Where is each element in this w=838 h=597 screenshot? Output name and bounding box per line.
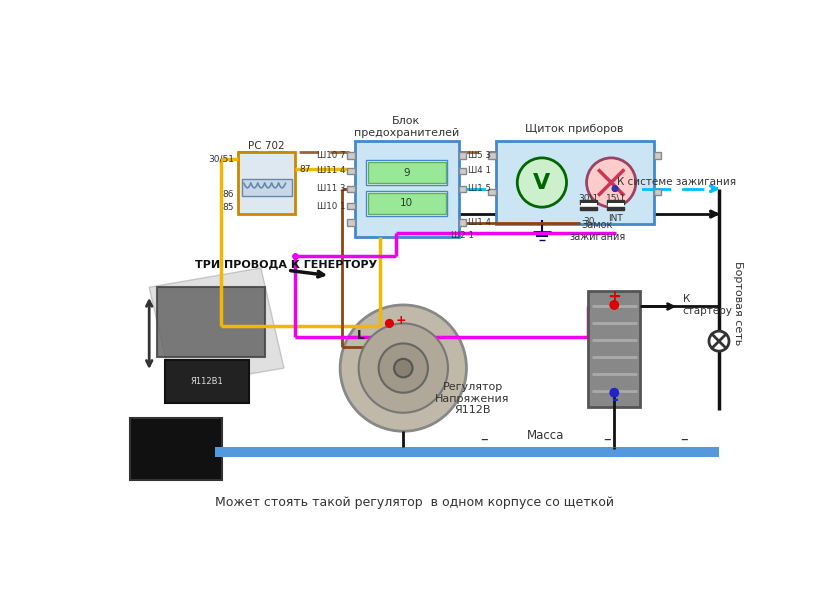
Text: L: L: [357, 330, 365, 342]
Bar: [366, 191, 447, 216]
Circle shape: [379, 343, 428, 393]
Bar: [581, 200, 597, 204]
Bar: [582, 202, 597, 208]
Bar: [608, 202, 623, 208]
Text: –: –: [680, 432, 688, 447]
Bar: [496, 141, 654, 224]
Text: Ш10 7: Ш10 7: [317, 151, 345, 160]
Text: РС 702: РС 702: [248, 141, 285, 151]
Polygon shape: [149, 268, 284, 387]
Bar: [458, 220, 467, 226]
Text: ТРИ ПРОВОДА К ГЕНЕРТОРУ: ТРИ ПРОВОДА К ГЕНЕРТОРУ: [195, 259, 378, 269]
Circle shape: [292, 254, 298, 259]
Circle shape: [385, 319, 393, 327]
Text: Щиток приборов: Щиток приборов: [525, 124, 623, 134]
Bar: [347, 220, 354, 226]
Circle shape: [610, 389, 618, 397]
Bar: [654, 152, 661, 159]
Bar: [654, 189, 661, 195]
Circle shape: [340, 305, 467, 431]
Text: V: V: [533, 173, 551, 192]
Text: 30: 30: [583, 217, 595, 226]
Bar: [347, 152, 354, 159]
Bar: [241, 180, 292, 196]
Circle shape: [517, 158, 566, 207]
Text: Ш5 3: Ш5 3: [468, 151, 491, 160]
Text: К системе зажигания: К системе зажигания: [617, 177, 736, 187]
Bar: [164, 361, 249, 403]
Bar: [368, 162, 446, 183]
Text: 30/51: 30/51: [208, 154, 234, 163]
Text: Ш11 4: Ш11 4: [317, 167, 345, 176]
Circle shape: [394, 359, 412, 377]
Text: 30\1: 30\1: [579, 193, 599, 202]
Text: 85: 85: [222, 204, 234, 213]
Bar: [238, 152, 296, 214]
Text: Масса: Масса: [527, 429, 565, 442]
Text: Ш4 1: Ш4 1: [468, 167, 491, 176]
Text: 15\1: 15\1: [606, 193, 626, 202]
Text: Ш1 4: Ш1 4: [468, 218, 491, 227]
Text: Блок
предохранителей: Блок предохранителей: [354, 116, 459, 138]
Text: 87: 87: [299, 165, 311, 174]
Bar: [366, 160, 447, 185]
Text: Ш2 1: Ш2 1: [451, 231, 474, 240]
Circle shape: [610, 301, 618, 309]
Bar: [588, 291, 640, 407]
Text: Замок
зажигания: Замок зажигания: [569, 220, 625, 242]
Bar: [157, 287, 265, 356]
Text: Ш10 1: Ш10 1: [317, 202, 345, 211]
Circle shape: [613, 186, 618, 192]
Circle shape: [709, 331, 729, 351]
Bar: [458, 186, 467, 192]
Text: INT: INT: [608, 214, 623, 223]
Text: Регулятор
Напряжения
Я112В: Регулятор Напряжения Я112В: [436, 382, 510, 416]
Bar: [347, 186, 354, 192]
Bar: [354, 141, 458, 237]
Bar: [130, 418, 222, 480]
Bar: [608, 200, 624, 204]
Text: К
стартеру: К стартеру: [683, 294, 732, 316]
Bar: [488, 189, 496, 195]
Bar: [608, 207, 624, 210]
Circle shape: [359, 324, 448, 413]
Text: Ш1 5: Ш1 5: [468, 184, 491, 193]
Text: Бортовая сеть: Бортовая сеть: [733, 260, 742, 344]
Text: 10: 10: [400, 198, 413, 208]
Text: 9: 9: [403, 168, 410, 177]
Bar: [581, 207, 597, 210]
Bar: [215, 447, 719, 457]
Circle shape: [613, 186, 618, 192]
Text: +: +: [396, 314, 406, 327]
Text: Может стоять такой регулятор  в одном корпусе со щеткой: Может стоять такой регулятор в одном кор…: [215, 496, 613, 509]
Text: 86: 86: [222, 190, 234, 199]
Bar: [458, 152, 467, 159]
Text: –: –: [603, 432, 611, 447]
Text: –: –: [480, 432, 488, 447]
Text: Ш11 3: Ш11 3: [317, 184, 345, 193]
Circle shape: [587, 158, 636, 207]
Text: Я112В1: Я112В1: [190, 377, 223, 386]
Bar: [368, 192, 446, 214]
Bar: [347, 202, 354, 209]
Bar: [488, 152, 496, 159]
Text: -: -: [611, 392, 618, 410]
Bar: [458, 168, 467, 174]
Bar: [347, 168, 354, 174]
Text: +: +: [608, 288, 621, 306]
